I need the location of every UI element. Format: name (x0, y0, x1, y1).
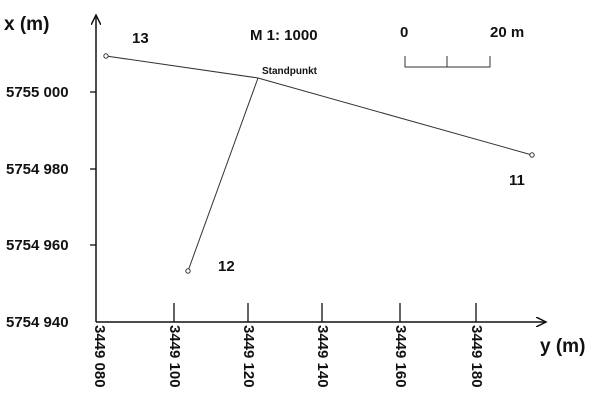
survey-points (103, 53, 535, 274)
scale-bar (404, 56, 491, 68)
y-axis-title: y (m) (540, 336, 585, 357)
line-13-to-standpunkt (105, 55, 259, 79)
survey-lines (105, 55, 533, 272)
x-tick-label: 5754 960 (6, 237, 69, 254)
y-tick-label: 3449 160 (392, 325, 409, 388)
line-standpunkt-to-12 (187, 77, 259, 272)
point-11-label: 11 (509, 172, 525, 189)
x-axis-title: x (m) (4, 14, 49, 35)
standpunkt-label: Standpunkt (262, 66, 318, 77)
point-11-marker (529, 152, 535, 158)
scale-ratio: M 1: 1000 (250, 27, 318, 44)
x-tick-label: 5755 000 (6, 84, 69, 101)
x-tick-label: 5754 940 (6, 314, 69, 331)
scale-legend: M 1: 1000 0 20 m (250, 24, 524, 68)
point-13-label: 13 (132, 30, 149, 47)
y-tick-label: 3449 140 (314, 325, 331, 388)
x-tick-label: 5754 980 (6, 161, 69, 178)
y-tick-label: 3449 120 (240, 325, 257, 388)
x-axis-ticks: 5755 000 5754 980 5754 960 5754 940 (6, 84, 96, 331)
y-axis-ticks: 3449 080 3449 100 3449 120 3449 140 3449… (91, 303, 485, 388)
scale-bar-start-label: 0 (400, 24, 408, 41)
y-tick-label: 3449 100 (166, 325, 183, 388)
point-12-label: 12 (218, 258, 235, 275)
line-standpunkt-to-11 (257, 77, 533, 156)
y-tick-label: 3449 080 (91, 325, 108, 388)
point-13-marker (103, 53, 109, 59)
scale-bar-end-label: 20 m (490, 24, 524, 41)
y-tick-label: 3449 180 (468, 325, 485, 388)
point-12-marker (185, 268, 191, 274)
